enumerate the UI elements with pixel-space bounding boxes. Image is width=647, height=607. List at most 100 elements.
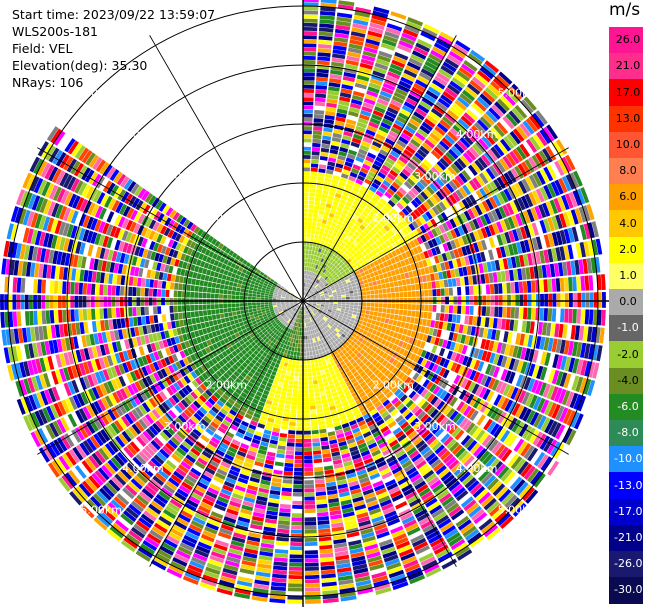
ppi-gate: [497, 411, 507, 424]
ppi-gate: [330, 409, 338, 415]
ppi-gate: [575, 342, 583, 358]
ppi-gate: [464, 86, 478, 99]
ppi-gate: [406, 121, 418, 131]
ppi-gate: [101, 445, 113, 459]
ppi-gate: [312, 446, 321, 451]
ppi-gate: [401, 104, 414, 114]
ppi-gate: [480, 251, 486, 262]
ppi-gate: [484, 317, 490, 328]
ppi-gate: [476, 337, 483, 349]
ppi-gate: [258, 487, 270, 494]
ppi-gate: [393, 193, 402, 202]
ppi-gate: [228, 353, 235, 360]
ppi-gate: [347, 398, 355, 405]
ppi-gate: [335, 312, 340, 316]
ppi-gate: [344, 346, 351, 352]
ppi-gate: [318, 261, 323, 267]
ppi-gate: [479, 215, 488, 227]
ppi-gate: [475, 488, 489, 502]
ppi-gate: [563, 373, 572, 389]
ppi-gate: [507, 453, 519, 467]
ppi-gate: [251, 416, 260, 423]
ppi-gate: [114, 519, 130, 532]
ppi-gate: [464, 335, 471, 345]
ppi-gate: [388, 364, 395, 372]
ppi-gate: [285, 332, 289, 337]
ppi-gate: [226, 369, 233, 377]
ppi-gate: [551, 338, 558, 353]
ppi-gate: [303, 43, 317, 48]
ppi-gate: [261, 380, 268, 386]
ppi-gate: [545, 145, 557, 161]
ppi-gate: [338, 330, 343, 336]
ppi-gate: [338, 393, 346, 399]
ppi-gate: [312, 303, 317, 305]
ppi-gate: [385, 362, 392, 369]
ppi-gate: [541, 322, 548, 336]
ppi-gate: [378, 357, 385, 364]
ppi-gate: [554, 323, 560, 338]
ppi-gate: [286, 336, 290, 342]
ppi-gate: [405, 97, 418, 107]
ppi-gate: [404, 322, 410, 329]
ppi-gate: [318, 420, 326, 426]
ppi-gate: [478, 263, 484, 274]
ppi-gate: [451, 427, 462, 438]
ppi-gate: [120, 449, 132, 461]
ppi-gate: [399, 405, 408, 415]
ppi-gate: [270, 585, 287, 592]
ppi-gate: [488, 272, 494, 284]
ppi-gate: [320, 295, 325, 298]
ppi-gate: [385, 313, 391, 319]
ppi-gate: [307, 368, 312, 373]
ppi-gate: [171, 453, 182, 463]
ppi-gate: [317, 270, 321, 275]
ppi-gate: [231, 350, 238, 357]
ppi-gate: [592, 362, 600, 379]
ppi-gate: [582, 205, 591, 222]
ppi-gate: [328, 317, 333, 321]
ppi-gate: [334, 399, 341, 405]
ppi-gate: [277, 321, 282, 326]
ppi-gate: [556, 354, 564, 370]
ppi-gate: [478, 491, 491, 505]
ppi-gate: [237, 409, 246, 417]
ppi-gate: [277, 332, 282, 337]
ppi-gate: [161, 401, 171, 412]
ppi-gate: [417, 104, 430, 114]
ppi-gate: [461, 305, 466, 315]
ppi-gate: [328, 497, 340, 504]
ppi-gate: [307, 314, 310, 319]
ppi-gate: [262, 534, 275, 541]
ppi-gate: [406, 284, 412, 291]
ppi-gate: [319, 290, 323, 294]
ppi-gate: [323, 250, 328, 256]
ppi-gate: [344, 464, 355, 471]
ppi-gate: [284, 322, 289, 327]
ppi-gate: [303, 414, 310, 419]
ppi-gate: [486, 390, 495, 403]
ppi-gate: [185, 474, 198, 484]
ppi-gate: [268, 391, 275, 398]
ppi-gate: [295, 442, 303, 447]
ppi-gate: [446, 438, 457, 450]
ppi-gate: [469, 305, 474, 315]
ppi-gate: [328, 212, 335, 218]
ppi-gate: [337, 297, 342, 300]
ppi-gate: [124, 428, 135, 440]
ppi-gate: [405, 145, 416, 155]
ppi-gate: [397, 254, 404, 261]
ppi-gate: [484, 339, 491, 351]
ppi-gate: [329, 314, 335, 318]
ppi-gate: [489, 306, 495, 317]
ppi-gate: [413, 541, 429, 551]
ppi-gate: [308, 208, 314, 214]
ppi-gate: [363, 260, 370, 266]
ppi-gate: [272, 357, 278, 363]
ppi-gate: [311, 250, 315, 256]
ppi-gate: [373, 178, 382, 186]
ppi-gate: [502, 258, 509, 270]
ppi-gate: [368, 343, 375, 350]
ppi-gate: [525, 117, 538, 133]
ppi-gate: [382, 399, 391, 407]
